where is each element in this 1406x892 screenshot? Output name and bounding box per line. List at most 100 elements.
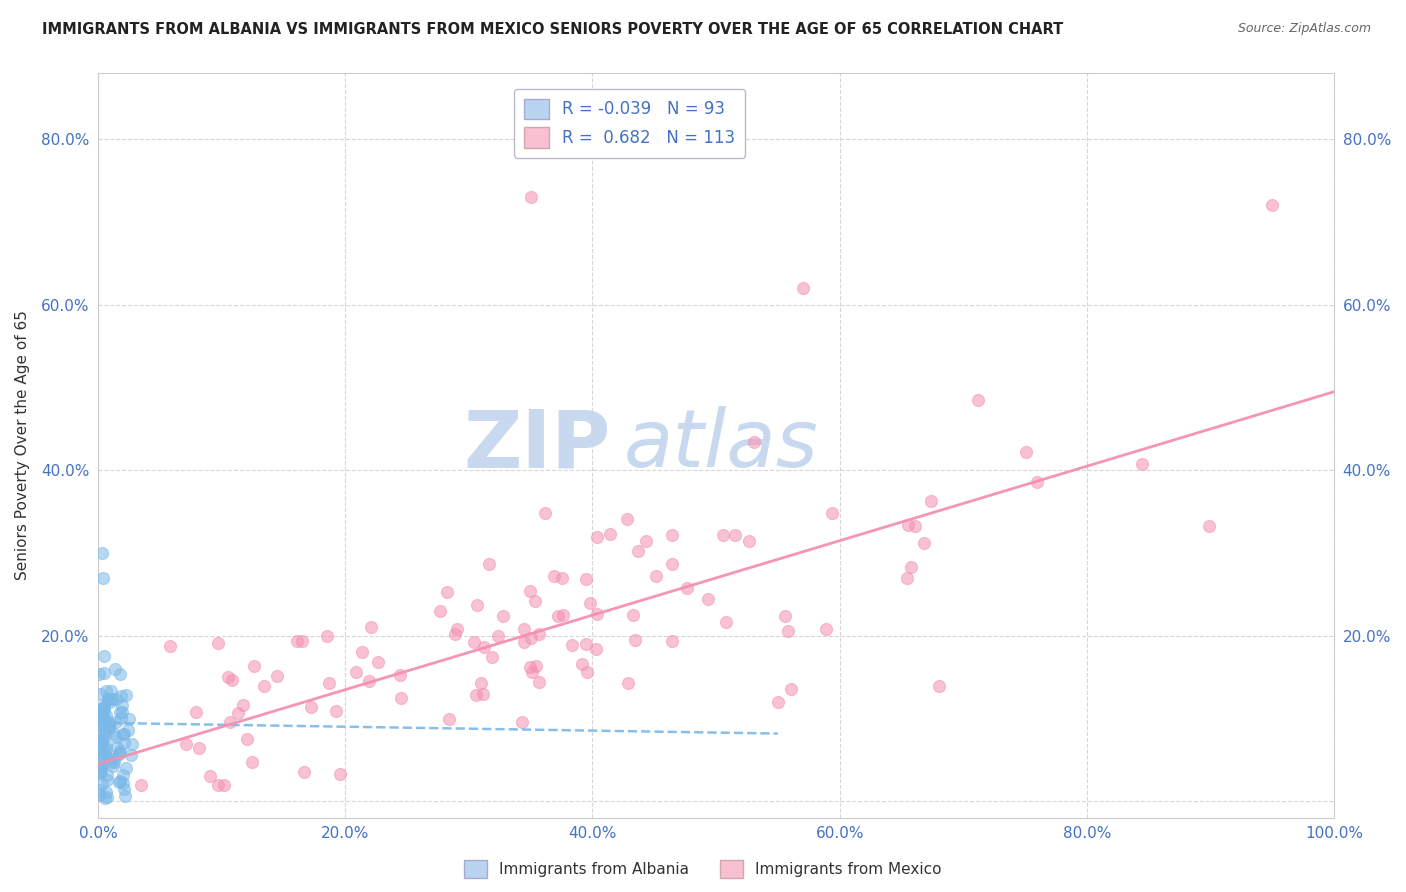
Point (357, 673, 380, 688)
Point (89, 733, 111, 747)
Point (599, 527, 621, 541)
Point (928, 679, 950, 693)
Point (645, 569, 668, 583)
Point (112, 768, 135, 782)
Point (110, 689, 132, 703)
Point (578, 596, 600, 610)
Point (96, 773, 118, 788)
Point (110, 711, 132, 725)
Point (100, 684, 122, 698)
Point (325, 704, 347, 718)
Point (512, 634, 534, 648)
Point (111, 726, 134, 740)
Y-axis label: Seniors Poverty Over the Age of 65: Seniors Poverty Over the Age of 65 (15, 310, 30, 581)
Point (218, 714, 240, 729)
Point (465, 688, 488, 702)
Point (207, 778, 229, 792)
Point (89, 751, 111, 765)
Point (571, 657, 593, 671)
Point (97, 692, 120, 706)
Point (94, 723, 117, 738)
Point (523, 594, 546, 608)
Point (186, 706, 208, 720)
Point (91, 708, 114, 723)
Point (1025, 475, 1047, 489)
Point (112, 775, 135, 789)
Point (212, 778, 235, 792)
Point (561, 638, 583, 652)
Point (967, 392, 990, 407)
Point (519, 660, 541, 674)
Point (103, 752, 125, 766)
Point (207, 636, 229, 650)
Point (87, 726, 110, 740)
Point (723, 528, 745, 542)
Point (91, 741, 114, 756)
Point (527, 627, 550, 641)
Point (221, 673, 243, 687)
Point (576, 665, 599, 679)
Point (821, 506, 844, 520)
Point (520, 631, 543, 645)
Point (627, 544, 650, 558)
Legend: R = -0.039   N = 93, R =  0.682   N = 113: R = -0.039 N = 93, R = 0.682 N = 113 (513, 89, 745, 158)
Point (292, 765, 315, 780)
Point (235, 732, 257, 747)
Point (93, 701, 115, 715)
Point (623, 608, 645, 623)
Point (329, 767, 352, 781)
Point (111, 706, 134, 720)
Point (266, 669, 288, 683)
Point (897, 517, 920, 532)
Point (104, 731, 127, 745)
Point (1261, 198, 1284, 212)
Point (634, 534, 657, 549)
Point (91, 714, 114, 728)
Point (737, 534, 759, 549)
Point (103, 755, 125, 769)
Point (547, 608, 569, 623)
Point (108, 747, 131, 761)
Point (94, 707, 117, 722)
Point (512, 622, 534, 636)
Point (367, 655, 389, 669)
Point (470, 675, 492, 690)
Point (543, 569, 565, 583)
Point (463, 635, 485, 649)
Point (533, 507, 555, 521)
Point (285, 634, 308, 648)
Point (766, 695, 789, 709)
Point (661, 558, 683, 572)
Point (87, 789, 110, 803)
Point (315, 629, 337, 643)
Point (519, 190, 541, 204)
Point (429, 604, 451, 618)
Point (89, 764, 111, 779)
Point (89, 741, 111, 756)
Point (94, 683, 117, 698)
Point (112, 782, 135, 797)
Point (120, 747, 142, 762)
Point (187, 740, 209, 755)
Point (240, 755, 263, 769)
Point (551, 571, 574, 585)
Point (90, 546, 112, 560)
Point (481, 650, 503, 665)
Point (815, 622, 838, 636)
Point (661, 528, 683, 542)
Point (912, 536, 935, 550)
Point (446, 622, 468, 636)
Point (96, 739, 118, 754)
Point (551, 608, 574, 623)
Point (108, 744, 131, 758)
Point (105, 739, 128, 754)
Point (100, 717, 122, 731)
Point (697, 592, 720, 607)
Point (492, 608, 515, 623)
Point (121, 737, 143, 751)
Point (350, 645, 373, 659)
Point (103, 726, 125, 740)
Point (176, 737, 198, 751)
Point (98, 721, 121, 735)
Text: Source: ZipAtlas.com: Source: ZipAtlas.com (1237, 22, 1371, 36)
